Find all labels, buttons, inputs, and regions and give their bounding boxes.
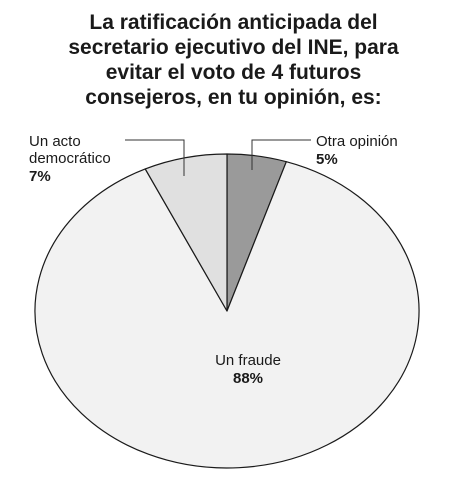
chart-title-line: La ratificación anticipada del	[89, 11, 378, 34]
slice-label: Otra opinión	[316, 133, 398, 150]
pie-slice-2	[144, 153, 228, 312]
pie-slices	[34, 153, 420, 469]
pie-callouts	[125, 139, 311, 176]
slice-value-label: 7%	[29, 168, 51, 185]
label-otra-opinion: Otra opinión 5%	[316, 133, 398, 168]
slice-label: Un acto	[29, 133, 81, 150]
chart-title: La ratificación anticipada del secretari…	[0, 10, 467, 110]
callout-line-un-acto-democratico	[125, 139, 185, 176]
slice-label: democrático	[29, 150, 111, 167]
label-un-acto-democratico: Un acto democrático 7%	[29, 133, 111, 185]
slice-value-label: 5%	[316, 151, 338, 168]
chart-title-line: evitar el voto de 4 futuros	[105, 61, 362, 84]
slice-value-label: 88%	[233, 370, 263, 387]
label-un-fraude: Un fraude 88%	[215, 352, 281, 387]
callout-line-otra-opinion	[251, 139, 311, 170]
chart-title-line: consejeros, en tu opinión, es:	[85, 86, 382, 109]
pie-slice-1	[34, 161, 420, 469]
slice-label: Un fraude	[215, 352, 281, 369]
chart-title-line: secretario ejecutivo del INE, para	[68, 36, 399, 59]
